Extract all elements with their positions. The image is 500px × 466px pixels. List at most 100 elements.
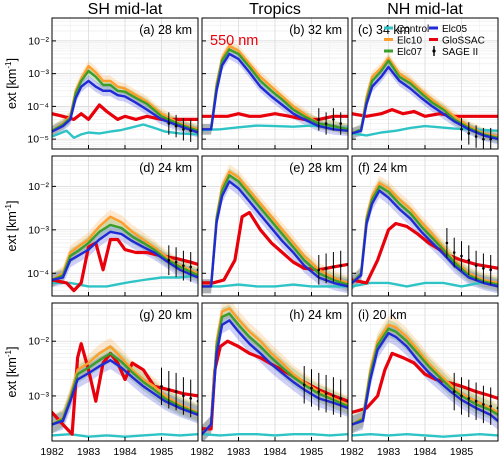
legend-item-elc10: Elc10 [384, 36, 422, 47]
series-line-elc05 [52, 230, 198, 282]
sage-point [182, 394, 185, 398]
sage-point [189, 265, 192, 269]
y-tick-label: 10⁻² [28, 181, 49, 193]
panel-c: (c) 34 km [351, 17, 499, 150]
series-line-control [52, 274, 198, 288]
svg-text:ext [km-1]: ext [km-1] [4, 58, 19, 109]
sage-point [452, 251, 456, 254]
x-tick-label: 1985 [150, 446, 174, 458]
sage-point [445, 241, 449, 245]
sage-point [167, 258, 171, 262]
sage-point [324, 392, 328, 395]
sage-point [167, 122, 171, 125]
y-axis-label: ext [km-1] [4, 347, 19, 398]
panel-f: (f) 24 km [351, 155, 499, 297]
sage-point [474, 135, 478, 138]
sage-point [332, 394, 335, 398]
sage-point [310, 386, 313, 390]
column-title: SH mid-lat [88, 1, 163, 18]
sage-point [324, 267, 328, 270]
x-tick-label: 1985 [450, 446, 474, 458]
sage-point [317, 268, 321, 272]
series-line-elc05 [52, 79, 198, 134]
legend-label: Elc05 [442, 24, 467, 35]
x-tick-label: 1984 [413, 446, 437, 458]
sage-point [489, 268, 493, 272]
series-line-glossac [202, 112, 348, 122]
panel-label: (a) 28 km [139, 23, 192, 37]
panel-label: (e) 28 km [289, 161, 342, 175]
sage-point [482, 267, 485, 270]
panel-h: 1982 1983 1984 1985 (h) 24 km [190, 302, 349, 458]
legend-label: GloSSAC [442, 36, 485, 47]
sage-point [317, 390, 321, 393]
sage-point [474, 264, 478, 267]
series-line-glossac [352, 351, 498, 414]
column-title: Tropics [249, 1, 301, 18]
x-tick-label: 1982 [340, 446, 364, 458]
sage-point [460, 254, 463, 258]
y-axis-labels: ext [km-1] ext [km-1] ext [km-1] [4, 58, 19, 397]
wavelength-label: 550 nm [210, 33, 258, 49]
series-line-elc05 [202, 52, 348, 133]
sage-point [339, 122, 343, 125]
x-tick-label: 1984 [113, 446, 137, 458]
legend-label: Elc10 [397, 36, 422, 47]
sage-point [489, 137, 493, 141]
series-line-elc05 [352, 189, 498, 288]
sage-point [460, 127, 463, 131]
column-titles: SH mid-lat Tropics NH mid-lat [88, 1, 464, 18]
series-line-control [352, 281, 498, 288]
panel-label: (d) 24 km [139, 161, 192, 175]
y-tick-label: 10⁻³ [28, 68, 49, 80]
series-band-elc10 [202, 164, 348, 294]
panel-b: (b) 32 km [201, 17, 349, 150]
x-tick-label: 1983 [377, 446, 401, 458]
series-line-glossac [352, 221, 498, 285]
sage-point [467, 258, 471, 262]
y-tick-label: 10⁻³ [28, 390, 49, 402]
series-line-elc07 [352, 327, 498, 426]
legend-label: Control [397, 24, 429, 35]
x-tick-label: 1984 [263, 446, 287, 458]
legend-item-glossac: GloSSAC [429, 36, 485, 47]
legend-item-elc05: Elc05 [429, 24, 467, 35]
sage-point [489, 404, 493, 408]
series-line-glossac [352, 107, 498, 118]
x-tick-label: 1982 [190, 446, 214, 458]
panel-label: (f) 24 km [358, 161, 407, 175]
legend-item-control: Control [384, 24, 429, 35]
sage-point [167, 388, 171, 392]
panel-label: (c) 34 km [358, 23, 410, 37]
y-tick-label: 10⁻⁴ [27, 268, 49, 280]
x-tick-label: 1982 [40, 446, 64, 458]
panel-e: (e) 28 km [201, 155, 349, 297]
series-line-control [52, 433, 198, 438]
series-line-elc07 [52, 223, 198, 282]
sage-point [339, 264, 343, 267]
sage-point [317, 118, 321, 121]
sage-point [174, 390, 178, 393]
svg-text:ext [km-1]: ext [km-1] [4, 201, 19, 252]
sage-point [182, 127, 185, 131]
sage-point [467, 397, 471, 400]
series-line-control [52, 123, 198, 140]
panel-label: (h) 24 km [289, 308, 342, 322]
sage-point [160, 385, 163, 388]
legend-label: SAGE II [442, 47, 478, 58]
panel-g: 10⁻³ 10⁻² 1982 1983 1984 1985 (g) 20 km [28, 302, 199, 458]
sage-point [339, 397, 343, 400]
sage-point [182, 264, 185, 267]
y-axis-label: ext [km-1] [4, 201, 19, 252]
y-tick-label: 10⁻² [28, 35, 49, 47]
series-line-elc05 [352, 65, 498, 141]
y-tick-label: 10⁻² [28, 336, 49, 348]
panel-a: 10⁻⁵ 10⁻⁴ 10⁻³ 10⁻² (a) 28 km [27, 17, 199, 150]
series-line-elc10 [52, 215, 198, 282]
sage-point [174, 124, 178, 128]
x-tick-label: 1985 [300, 446, 324, 458]
x-tick-label: 1983 [227, 446, 251, 458]
sage-point [302, 383, 306, 387]
series-line-control [352, 433, 498, 438]
